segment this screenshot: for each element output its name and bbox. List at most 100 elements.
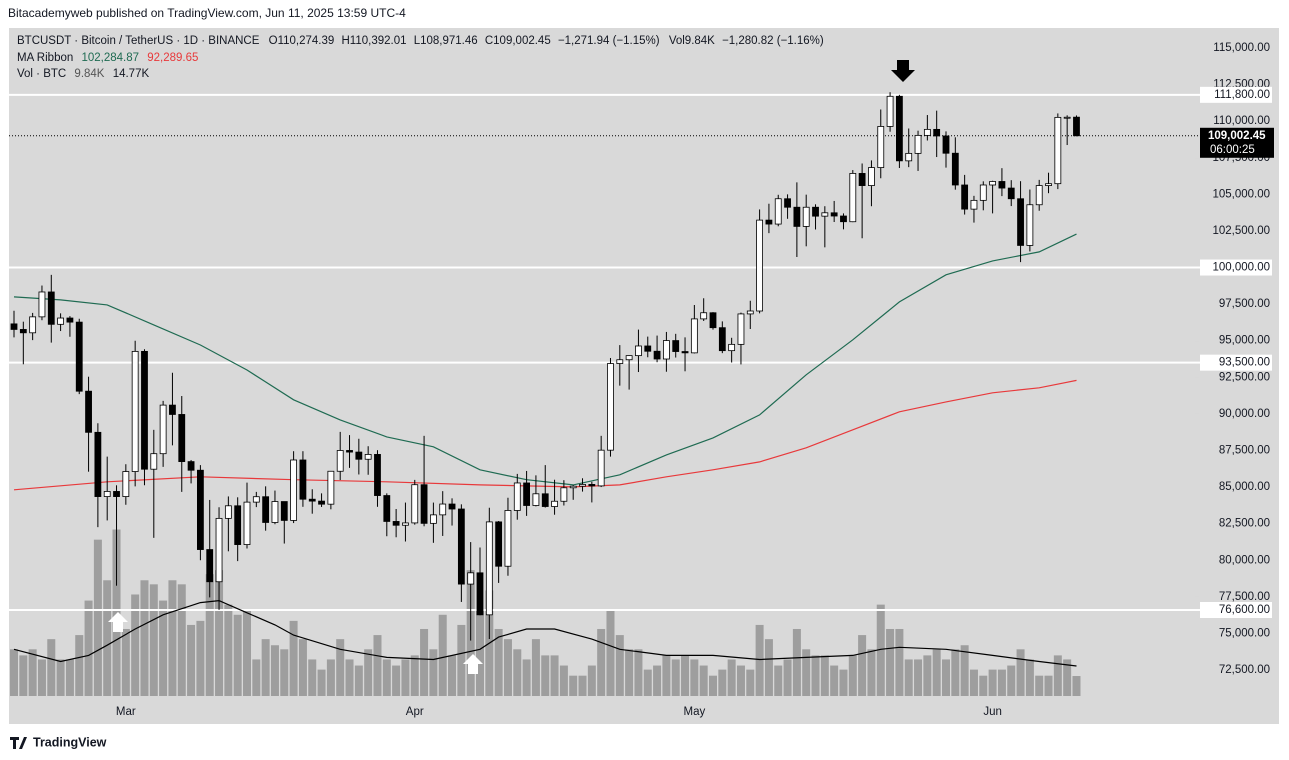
candle-body: [709, 312, 717, 329]
candle-body: [951, 152, 959, 186]
candle-body: [1063, 116, 1071, 119]
candle-body: [961, 184, 969, 210]
y-tick-label: 87,500.00: [1219, 445, 1270, 457]
volume-bar: [47, 639, 56, 696]
y-tick-label: 95,000.00: [1219, 335, 1270, 347]
volume-bar: [736, 665, 745, 696]
vol-ma-value: 14.77K: [113, 68, 150, 80]
candle-body: [374, 454, 381, 496]
volume-bar: [187, 624, 196, 696]
x-tick-label: Apr: [406, 706, 424, 718]
candle-body: [1026, 204, 1034, 246]
candle-body: [812, 206, 819, 217]
candle-body: [420, 484, 428, 524]
candle-body: [746, 310, 754, 315]
candle-body: [1073, 116, 1080, 137]
y-tick-label: 110,000.00: [1213, 115, 1270, 127]
volume-bar: [401, 659, 410, 696]
volume-bar: [746, 669, 755, 696]
candle-body: [485, 521, 493, 616]
volume-bar: [802, 649, 811, 696]
volume-bar: [643, 669, 652, 696]
volume-bar: [876, 604, 885, 696]
candle-body: [728, 343, 736, 352]
volume-bar: [615, 635, 624, 696]
volume-bar: [345, 659, 354, 696]
candle-body: [532, 493, 540, 506]
candle-body: [262, 496, 270, 523]
volume-bar: [559, 665, 568, 696]
volume-bar: [867, 649, 876, 696]
candle-body: [355, 451, 363, 460]
volume-bar: [671, 659, 680, 696]
candle-body: [541, 493, 549, 507]
volume-bar: [354, 665, 363, 696]
candle-body: [644, 345, 652, 352]
candle-body: [635, 345, 642, 357]
candle-body: [663, 340, 670, 360]
volume-bar: [522, 659, 531, 696]
candle-body: [411, 484, 419, 524]
volume-bar: [56, 659, 65, 696]
candle-body: [998, 181, 1006, 189]
volume-bar: [858, 635, 867, 696]
volume-bar: [28, 649, 37, 696]
volume-bar: [1016, 649, 1025, 696]
volume-bar: [205, 574, 214, 696]
indicator-line: [13, 233, 1077, 486]
y-tick-label: 102,500.00: [1212, 225, 1270, 237]
level-label-box: [1200, 259, 1272, 276]
volume-bar: [718, 669, 727, 696]
level-label-box: [1200, 354, 1272, 371]
y-tick-label: 85,000.00: [1219, 481, 1270, 493]
candle-body: [793, 206, 801, 227]
y-tick-label: 105,000.00: [1212, 188, 1270, 200]
volume-bar: [960, 645, 969, 696]
volume-bar: [84, 600, 93, 696]
candle-body: [457, 508, 465, 585]
candle-body: [38, 291, 46, 318]
candle-body: [308, 498, 316, 502]
volume-bar: [681, 655, 690, 696]
volume-legend: Vol9.84K: [669, 35, 715, 47]
candle-body: [429, 514, 437, 524]
brand-logo: [10, 737, 27, 749]
candle-body: [672, 340, 680, 352]
y-tick-label: 90,000.00: [1219, 408, 1270, 420]
volume-bar: [438, 614, 447, 696]
candle-body: [467, 572, 475, 585]
volume-bar: [392, 665, 401, 696]
candle-body: [523, 482, 530, 506]
volume-bar: [811, 655, 820, 696]
volume-bar: [848, 655, 857, 696]
ohlc-high: H110,392.01: [341, 35, 406, 47]
candle-body: [905, 152, 913, 162]
candle-body: [784, 198, 791, 208]
candle-body: [849, 173, 857, 223]
symbol: BTCUSDT · Bitcoin / TetherUS · 1D · BINA…: [17, 35, 260, 47]
level-label: 111,800.00: [1214, 89, 1270, 101]
up-arrow: [108, 612, 128, 632]
level-label: 100,000.00: [1212, 262, 1270, 274]
volume-bar: [587, 665, 596, 696]
candle-body: [402, 522, 409, 526]
price-change: −1,271.94 (−1.15%): [558, 35, 660, 47]
volume-bar: [951, 649, 960, 696]
candle-body: [886, 95, 894, 127]
up-arrow: [463, 654, 483, 674]
volume-bar: [261, 639, 270, 696]
volume-bar: [634, 649, 643, 696]
volume-bar: [513, 649, 522, 696]
y-tick-label: 115,000.00: [1213, 42, 1270, 54]
candle-body: [802, 206, 810, 227]
candle-body: [448, 503, 456, 510]
candle-body: [234, 505, 242, 545]
candle-body: [933, 128, 941, 137]
candle-body: [681, 351, 689, 354]
plot-layer: 72,500.00 75,000.00 77,500.00 80,000.00 82,5…: [9, 42, 1274, 718]
vol-title: Vol · BTC: [17, 68, 66, 80]
indicator-line: [13, 599, 1077, 667]
y-tick-label: 82,500.00: [1219, 518, 1270, 530]
level-label-box: [1200, 601, 1272, 618]
candle-body: [169, 404, 176, 415]
